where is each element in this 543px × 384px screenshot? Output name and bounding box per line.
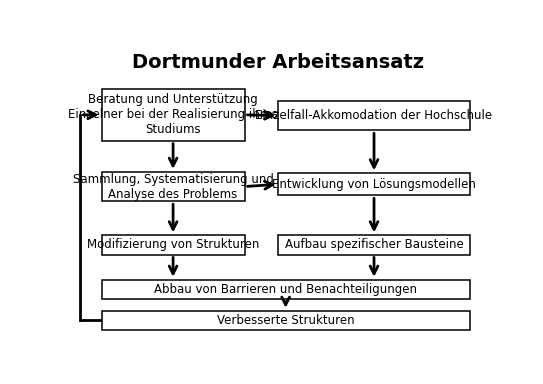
FancyBboxPatch shape xyxy=(279,101,470,130)
FancyBboxPatch shape xyxy=(102,311,470,330)
Text: Dortmunder Arbeitsansatz: Dortmunder Arbeitsansatz xyxy=(132,53,424,72)
Text: Beratung und Unterstützung
Einzelner bei der Realisierung ihres
Studiums: Beratung und Unterstützung Einzelner bei… xyxy=(68,93,278,136)
Text: Sammlung, Systematisierung und
Analyse des Problems: Sammlung, Systematisierung und Analyse d… xyxy=(73,172,274,200)
Text: Abbau von Barrieren und Benachteiligungen: Abbau von Barrieren und Benachteiligunge… xyxy=(154,283,417,296)
Text: Einzelfall-Akkomodation der Hochschule: Einzelfall-Akkomodation der Hochschule xyxy=(255,109,493,122)
Text: Aufbau spezifischer Bausteine: Aufbau spezifischer Bausteine xyxy=(285,238,463,252)
FancyBboxPatch shape xyxy=(102,280,470,299)
Text: Entwicklung von Lösungsmodellen: Entwicklung von Lösungsmodellen xyxy=(272,178,476,191)
FancyBboxPatch shape xyxy=(102,89,245,141)
Text: Modifizierung von Strukturen: Modifizierung von Strukturen xyxy=(87,238,259,252)
FancyBboxPatch shape xyxy=(102,172,245,201)
FancyBboxPatch shape xyxy=(279,235,470,255)
Text: Verbesserte Strukturen: Verbesserte Strukturen xyxy=(217,314,355,327)
FancyBboxPatch shape xyxy=(279,173,470,195)
FancyBboxPatch shape xyxy=(102,235,245,255)
